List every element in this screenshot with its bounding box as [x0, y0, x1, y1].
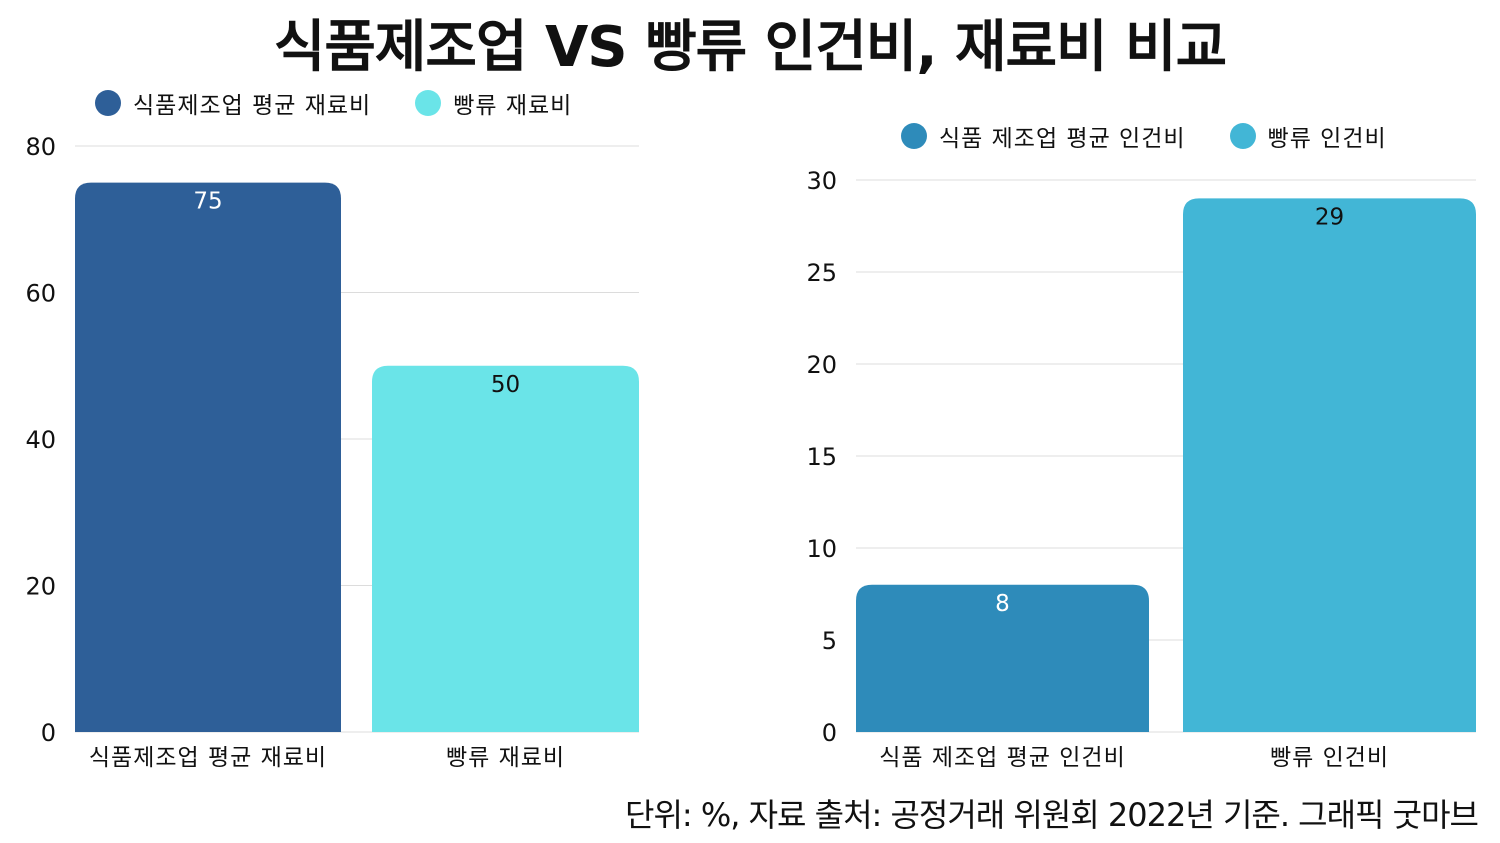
y-tick-label: 10	[806, 535, 837, 563]
legend-swatch	[1229, 123, 1256, 149]
y-tick-label: 25	[806, 259, 837, 287]
x-tick-label: 식품제조업 평균 재료비	[89, 745, 327, 771]
legend-labor: 식품 제조업 평균 인건비 빵류 인건비	[901, 119, 1431, 153]
legend-swatch	[901, 123, 927, 149]
data-label: 29	[1315, 204, 1344, 230]
legend-item: 빵류 인건비	[1229, 119, 1387, 153]
data-label: 8	[995, 591, 1010, 617]
bar	[1183, 198, 1476, 732]
legend-label: 식품 제조업 평균 인건비	[939, 126, 1186, 152]
x-tick-label: 빵류 재료비	[446, 745, 565, 771]
bar	[856, 584, 1149, 732]
y-tick-label: 60	[25, 280, 56, 308]
bar	[372, 365, 639, 732]
chart-title: 식품제조업 VS 빵류 인건비, 재료비 비교	[273, 15, 1227, 80]
legend-item: 식품제조업 평균 재료비	[95, 86, 371, 120]
legend-item: 식품 제조업 평균 인건비	[901, 119, 1186, 153]
y-tick-label: 20	[25, 573, 56, 601]
source-note: 단위: %, 자료 출처: 공정거래 위원회 2022년 기준. 그래픽 굿마브	[625, 796, 1479, 834]
y-tick-label: 15	[806, 443, 837, 471]
x-tick-label: 빵류 인건비	[1270, 745, 1389, 771]
legend-swatch	[415, 90, 442, 116]
y-tick-label: 40	[25, 426, 56, 454]
legend-item: 빵류 재료비	[415, 86, 572, 120]
x-tick-label: 식품 제조업 평균 인건비	[879, 745, 1126, 771]
legend-swatch	[95, 90, 121, 116]
y-tick-label: 0	[41, 719, 56, 747]
data-label: 50	[491, 372, 520, 398]
bar	[75, 182, 341, 732]
data-label: 75	[193, 189, 222, 215]
y-tick-label: 20	[806, 351, 837, 379]
legend-label: 빵류 재료비	[453, 93, 573, 119]
y-tick-label: 30	[806, 167, 837, 195]
y-tick-label: 0	[822, 719, 837, 747]
legend-materials: 식품제조업 평균 재료비 빵류 재료비	[95, 86, 616, 120]
legend-label: 빵류 인건비	[1267, 126, 1387, 152]
legend-label: 식품제조업 평균 재료비	[133, 93, 372, 119]
y-tick-label: 5	[822, 627, 837, 655]
y-tick-label: 80	[25, 133, 56, 161]
